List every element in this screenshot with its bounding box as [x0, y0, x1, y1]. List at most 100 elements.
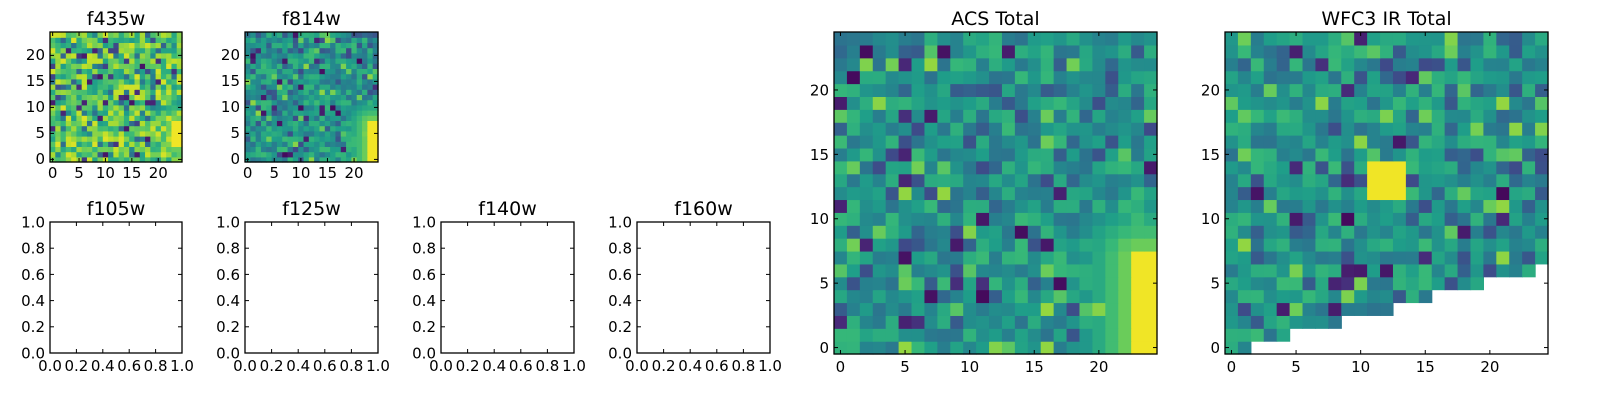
y-tick-label: 0.2	[608, 318, 632, 336]
heatmap-cell	[81, 146, 88, 153]
heatmap-cell	[171, 73, 178, 80]
heatmap-cell	[76, 63, 83, 69]
y-tick-label: 20	[1201, 81, 1220, 99]
y-tick-label: 20	[26, 46, 45, 64]
heatmap-cell	[123, 68, 130, 75]
heatmap-cell	[319, 89, 326, 95]
heatmap-cell	[160, 32, 167, 38]
heatmap-cell	[129, 37, 136, 43]
heatmap-cell	[255, 104, 262, 111]
heatmap-cell	[71, 99, 77, 106]
heatmap-cell	[340, 104, 347, 111]
heatmap-cell	[346, 120, 352, 127]
heatmap-cell	[1457, 96, 1472, 110]
heatmap-cell	[271, 84, 278, 90]
heatmap-cell	[1392, 199, 1407, 213]
heatmap-cell	[65, 99, 72, 106]
heatmap-cell	[351, 125, 358, 132]
x-tick-label: 0.8	[144, 357, 168, 375]
heatmap-cell	[129, 146, 136, 153]
heatmap-cell	[1315, 225, 1329, 239]
heatmap-cell	[276, 156, 283, 163]
heatmap-cell	[1367, 263, 1381, 278]
heatmap-cell	[1027, 263, 1042, 278]
heatmap-cell	[335, 136, 342, 142]
heatmap-cell	[60, 141, 67, 147]
heatmap-cell	[282, 58, 289, 64]
heatmap-cell	[1014, 263, 1029, 278]
heatmap-cell	[1418, 289, 1433, 304]
heatmap-cell	[351, 115, 358, 121]
heatmap-cell	[346, 104, 352, 111]
heatmap-cell	[123, 130, 130, 137]
heatmap-cell	[1053, 276, 1068, 291]
heatmap-cell	[171, 104, 178, 111]
heatmap-cell	[846, 341, 861, 355]
heatmap-cell	[1079, 160, 1093, 175]
heatmap-cell	[1053, 250, 1068, 265]
heatmap-cell	[266, 73, 273, 80]
heatmap-cell	[1302, 276, 1317, 291]
heatmap-cell	[150, 125, 157, 132]
heatmap-cell	[335, 151, 342, 158]
heatmap-cell	[102, 115, 109, 121]
axes-frame	[1224, 31, 1549, 355]
heatmap-cell	[271, 125, 278, 132]
heatmap-cell	[1380, 276, 1394, 291]
heatmap-cell	[330, 32, 337, 38]
heatmap-cell	[1522, 70, 1536, 85]
heatmap-cell	[1354, 122, 1368, 136]
heatmap-cell	[108, 156, 114, 163]
heatmap-cell	[71, 130, 77, 137]
heatmap-cell	[292, 156, 299, 163]
heatmap-cell	[1418, 122, 1433, 136]
heatmap-cell	[1225, 302, 1239, 316]
heatmap-cell	[346, 47, 352, 54]
heatmap-cell	[1079, 212, 1093, 226]
heatmap-cell	[859, 289, 874, 304]
heatmap-cell	[1263, 225, 1278, 239]
heatmap-cell	[1053, 302, 1068, 316]
heatmap-cell	[335, 52, 342, 59]
heatmap-cell	[324, 89, 331, 95]
heatmap-cell	[1237, 328, 1252, 342]
heatmap-cell	[123, 84, 130, 90]
heatmap-cell	[1367, 109, 1381, 123]
heatmap-cell	[872, 122, 887, 136]
x-tick-label: 10	[960, 358, 979, 376]
heatmap-cell	[1014, 328, 1029, 342]
heatmap-cell	[81, 125, 88, 132]
heatmap-cell	[50, 94, 56, 101]
heatmap-cell	[989, 328, 1003, 342]
heatmap-cell	[1250, 186, 1265, 201]
heatmap-cell	[1131, 122, 1145, 136]
heatmap-cell	[1105, 289, 1119, 304]
heatmap-cell	[1405, 212, 1420, 226]
heatmap-cell	[176, 146, 183, 153]
heatmap-cell	[1483, 57, 1497, 72]
heatmap-cell	[1535, 160, 1549, 175]
heatmap-cell	[123, 47, 130, 54]
heatmap-cell	[834, 109, 848, 123]
heatmap-cell	[102, 141, 109, 147]
heatmap-cell	[260, 63, 267, 69]
heatmap-cell	[1483, 263, 1497, 278]
heatmap-cell	[1027, 135, 1042, 149]
heatmap-cell	[287, 58, 294, 64]
heatmap-cell	[71, 141, 77, 147]
heatmap-cell	[276, 47, 283, 54]
heatmap-cell	[129, 99, 136, 106]
heatmap-cell	[846, 238, 861, 252]
axes-frame	[833, 31, 1158, 355]
heatmap-cell	[1118, 263, 1132, 278]
heatmap-cell	[92, 73, 99, 80]
heatmap-cell	[885, 147, 900, 162]
heatmap-cell	[1289, 147, 1304, 162]
heatmap-cell	[950, 147, 964, 162]
heatmap-cell	[1341, 289, 1355, 304]
y-tick-label: 0.4	[608, 292, 632, 310]
heatmap-cell	[86, 84, 93, 90]
heatmap-cell	[1341, 83, 1355, 97]
heatmap-cell	[303, 130, 310, 137]
heatmap-cell	[134, 110, 141, 116]
